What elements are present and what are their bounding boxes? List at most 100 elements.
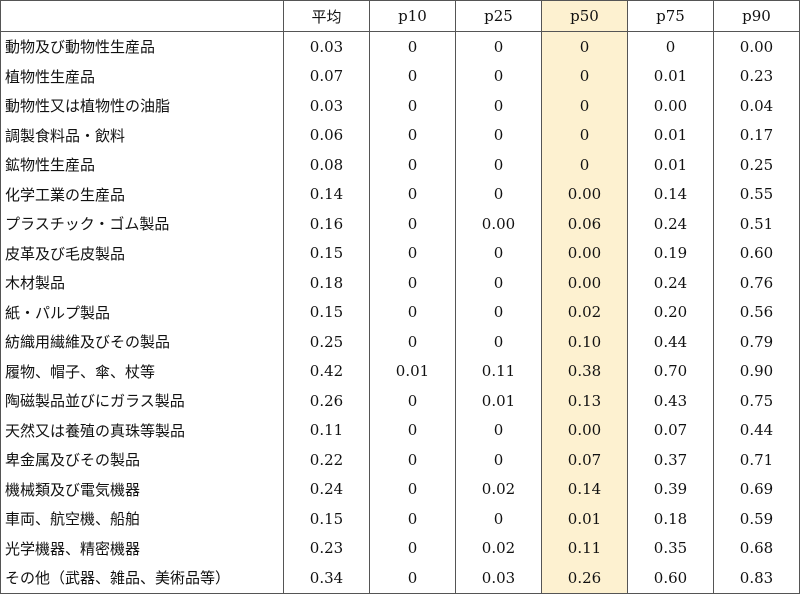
row-label: プラスチック・ゴム製品 xyxy=(0,209,284,239)
cell-p90: 0.75 xyxy=(713,386,800,416)
cell-p90: 0.55 xyxy=(713,179,800,209)
cell-mean: 0.03 xyxy=(283,31,370,62)
table-row: 光学機器、精密機器 0.23 0 0.02 0.11 0.35 0.68 xyxy=(0,533,800,563)
cell-p50: 0 xyxy=(541,150,628,180)
cell-p90: 0.90 xyxy=(713,356,800,386)
row-label: その他（武器、雑品、美術品等） xyxy=(0,563,284,594)
cell-p75: 0.37 xyxy=(627,445,714,475)
cell-p90: 0.17 xyxy=(713,120,800,150)
table-row: 車両、航空機、船舶 0.15 0 0 0.01 0.18 0.59 xyxy=(0,504,800,534)
cell-p90: 0.59 xyxy=(713,504,800,534)
cell-mean: 0.34 xyxy=(283,563,370,594)
row-label: 動物性又は植物性の油脂 xyxy=(0,91,284,121)
cell-p10: 0.01 xyxy=(369,356,456,386)
cell-p75: 0.01 xyxy=(627,150,714,180)
cell-p50: 0.01 xyxy=(541,504,628,534)
cell-p10: 0 xyxy=(369,386,456,416)
cell-p50: 0 xyxy=(541,61,628,91)
cell-p75: 0.14 xyxy=(627,179,714,209)
table-row: 紡織用繊維及びその製品 0.25 0 0 0.10 0.44 0.79 xyxy=(0,327,800,357)
cell-p25: 0 xyxy=(455,91,542,121)
row-label: 皮革及び毛皮製品 xyxy=(0,238,284,268)
cell-p90: 0.71 xyxy=(713,445,800,475)
header-cell-p10: p10 xyxy=(369,0,456,32)
cell-p25: 0.03 xyxy=(455,563,542,594)
cell-p10: 0 xyxy=(369,238,456,268)
cell-p75: 0.01 xyxy=(627,120,714,150)
cell-mean: 0.11 xyxy=(283,415,370,445)
row-label: 鉱物性生産品 xyxy=(0,150,284,180)
cell-p10: 0 xyxy=(369,504,456,534)
cell-p75: 0.07 xyxy=(627,415,714,445)
cell-p10: 0 xyxy=(369,445,456,475)
cell-p10: 0 xyxy=(369,474,456,504)
table-row: 動物性又は植物性の油脂 0.03 0 0 0 0.00 0.04 xyxy=(0,91,800,121)
cell-p25: 0.01 xyxy=(455,386,542,416)
cell-p75: 0.18 xyxy=(627,504,714,534)
cell-p90: 0.04 xyxy=(713,91,800,121)
cell-p75: 0.60 xyxy=(627,563,714,594)
header-cell-p90: p90 xyxy=(713,0,800,32)
table-row: 動物及び動物性生産品 0.03 0 0 0 0 0.00 xyxy=(0,31,800,62)
table-row: 陶磁製品並びにガラス製品 0.26 0 0.01 0.13 0.43 0.75 xyxy=(0,386,800,416)
cell-p90: 0.23 xyxy=(713,61,800,91)
cell-p10: 0 xyxy=(369,120,456,150)
table-row: 天然又は養殖の真珠等製品 0.11 0 0 0.00 0.07 0.44 xyxy=(0,415,800,445)
row-label: 調製食料品・飲料 xyxy=(0,120,284,150)
cell-mean: 0.03 xyxy=(283,91,370,121)
cell-p75: 0 xyxy=(627,31,714,62)
cell-p75: 0.70 xyxy=(627,356,714,386)
cell-p10: 0 xyxy=(369,563,456,594)
row-label: 卑金属及びその製品 xyxy=(0,445,284,475)
cell-p90: 0.44 xyxy=(713,415,800,445)
cell-mean: 0.16 xyxy=(283,209,370,239)
row-label: 動物及び動物性生産品 xyxy=(0,31,284,62)
cell-mean: 0.23 xyxy=(283,533,370,563)
cell-p50: 0.00 xyxy=(541,238,628,268)
cell-mean: 0.18 xyxy=(283,268,370,298)
cell-p10: 0 xyxy=(369,415,456,445)
cell-mean: 0.14 xyxy=(283,179,370,209)
cell-p25: 0 xyxy=(455,150,542,180)
cell-p75: 0.24 xyxy=(627,268,714,298)
cell-p50: 0.06 xyxy=(541,209,628,239)
cell-p75: 0.39 xyxy=(627,474,714,504)
table-row: プラスチック・ゴム製品 0.16 0 0.00 0.06 0.24 0.51 xyxy=(0,209,800,239)
header-cell-p75: p75 xyxy=(627,0,714,32)
cell-p50: 0.13 xyxy=(541,386,628,416)
cell-p50: 0.10 xyxy=(541,327,628,357)
cell-mean: 0.22 xyxy=(283,445,370,475)
cell-p90: 0.25 xyxy=(713,150,800,180)
cell-p90: 0.60 xyxy=(713,238,800,268)
row-label: 天然又は養殖の真珠等製品 xyxy=(0,415,284,445)
table-body: 動物及び動物性生産品 0.03 0 0 0 0 0.00 植物性生産品 0.07 0 0 0 0.01 0… xyxy=(0,31,800,594)
cell-mean: 0.25 xyxy=(283,327,370,357)
cell-p50: 0.00 xyxy=(541,415,628,445)
cell-p50: 0.14 xyxy=(541,474,628,504)
cell-p90: 0.69 xyxy=(713,474,800,504)
cell-p50: 0 xyxy=(541,91,628,121)
cell-p90: 0.00 xyxy=(713,31,800,62)
cell-mean: 0.07 xyxy=(283,61,370,91)
cell-p25: 0 xyxy=(455,504,542,534)
cell-p25: 0 xyxy=(455,327,542,357)
table-row: 木材製品 0.18 0 0 0.00 0.24 0.76 xyxy=(0,268,800,298)
table-row: 履物、帽子、傘、杖等 0.42 0.01 0.11 0.38 0.70 0.90 xyxy=(0,356,800,386)
header-row: 平均 p10 p25 p50 p75 p90 xyxy=(0,0,800,32)
cell-p75: 0.24 xyxy=(627,209,714,239)
cell-p10: 0 xyxy=(369,91,456,121)
cell-p25: 0 xyxy=(455,179,542,209)
row-label: 履物、帽子、傘、杖等 xyxy=(0,356,284,386)
cell-mean: 0.06 xyxy=(283,120,370,150)
cell-p75: 0.44 xyxy=(627,327,714,357)
cell-p25: 0.02 xyxy=(455,533,542,563)
cell-mean: 0.15 xyxy=(283,297,370,327)
cell-p10: 0 xyxy=(369,61,456,91)
cell-mean: 0.08 xyxy=(283,150,370,180)
cell-p75: 0.00 xyxy=(627,91,714,121)
header-cell-p50: p50 xyxy=(541,0,628,32)
row-label: 光学機器、精密機器 xyxy=(0,533,284,563)
table-row: 機械類及び電気機器 0.24 0 0.02 0.14 0.39 0.69 xyxy=(0,474,800,504)
cell-p25: 0 xyxy=(455,238,542,268)
